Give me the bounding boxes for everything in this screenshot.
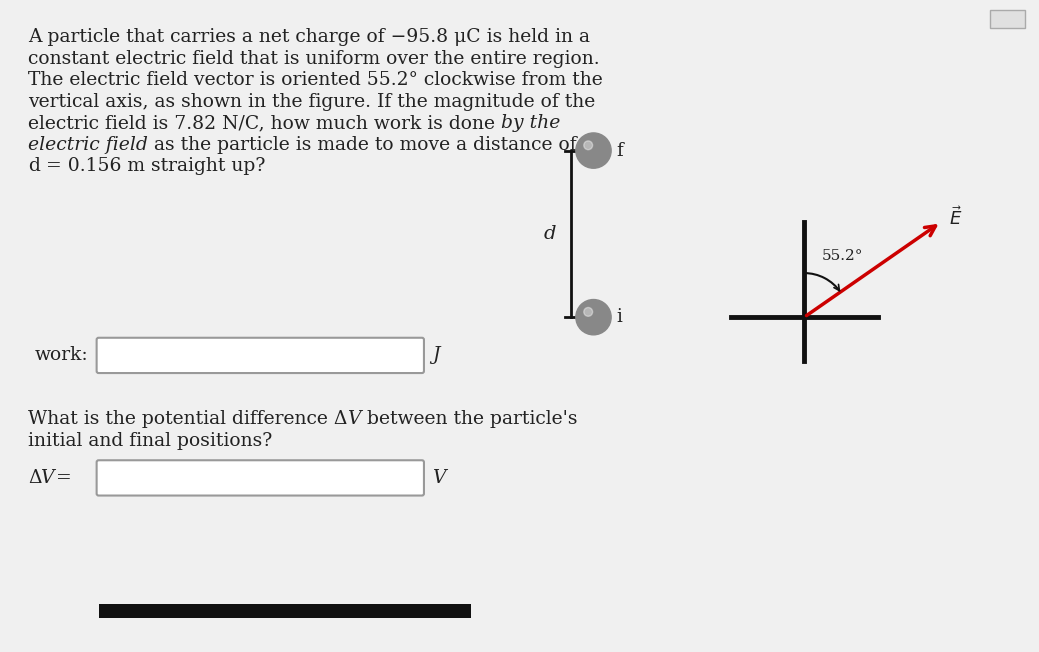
Text: 55.2°: 55.2° xyxy=(822,249,863,263)
FancyBboxPatch shape xyxy=(97,460,424,496)
Circle shape xyxy=(583,140,601,158)
Circle shape xyxy=(584,308,592,316)
Circle shape xyxy=(580,304,605,329)
Circle shape xyxy=(586,143,595,153)
FancyBboxPatch shape xyxy=(97,338,424,373)
Text: d: d xyxy=(543,225,556,243)
Circle shape xyxy=(588,312,593,317)
Circle shape xyxy=(584,308,598,322)
Circle shape xyxy=(586,310,596,320)
Circle shape xyxy=(579,136,607,164)
Circle shape xyxy=(580,136,606,163)
Circle shape xyxy=(584,141,600,156)
Circle shape xyxy=(582,306,602,325)
Circle shape xyxy=(581,304,604,327)
Circle shape xyxy=(585,142,597,155)
Circle shape xyxy=(578,135,608,165)
Circle shape xyxy=(589,313,591,315)
Circle shape xyxy=(579,303,607,331)
FancyBboxPatch shape xyxy=(99,604,471,618)
Text: vertical axis, as shown in the figure. If the magnitude of the: vertical axis, as shown in the figure. I… xyxy=(28,93,595,111)
Circle shape xyxy=(586,310,595,319)
Circle shape xyxy=(589,146,591,148)
Circle shape xyxy=(588,145,593,150)
Circle shape xyxy=(584,141,592,150)
Circle shape xyxy=(584,307,600,323)
Circle shape xyxy=(582,305,603,327)
Circle shape xyxy=(583,306,601,324)
Text: $\vec{E}$: $\vec{E}$ xyxy=(949,206,962,229)
Text: as the particle is made to move a distance of: as the particle is made to move a distan… xyxy=(148,136,577,154)
Text: constant electric field that is uniform over the entire region.: constant electric field that is uniform … xyxy=(28,50,600,68)
Circle shape xyxy=(578,301,609,333)
Circle shape xyxy=(576,133,611,168)
Text: V: V xyxy=(432,469,446,487)
Text: What is the potential difference Δ: What is the potential difference Δ xyxy=(28,410,347,428)
Circle shape xyxy=(581,138,604,161)
Circle shape xyxy=(587,311,594,318)
Text: V: V xyxy=(347,410,361,428)
Circle shape xyxy=(576,133,611,168)
Circle shape xyxy=(588,312,592,316)
Text: A particle that carries a net charge of −95.8 μC is held in a: A particle that carries a net charge of … xyxy=(28,28,590,46)
Circle shape xyxy=(578,302,608,332)
Circle shape xyxy=(585,308,597,321)
Circle shape xyxy=(577,300,610,334)
Text: f: f xyxy=(616,141,622,160)
Text: d: d xyxy=(28,157,39,175)
FancyBboxPatch shape xyxy=(990,10,1024,28)
Text: electric field: electric field xyxy=(28,136,148,154)
Circle shape xyxy=(584,141,598,156)
Circle shape xyxy=(586,143,596,153)
Circle shape xyxy=(576,299,611,335)
Text: J: J xyxy=(432,346,439,364)
Text: by the: by the xyxy=(501,114,560,132)
Text: =: = xyxy=(50,469,72,487)
Text: work:: work: xyxy=(35,346,88,364)
Text: Δ: Δ xyxy=(28,469,42,487)
Text: V: V xyxy=(39,469,53,487)
Text: initial and final positions?: initial and final positions? xyxy=(28,432,272,450)
Text: between the particle's: between the particle's xyxy=(361,410,578,428)
Circle shape xyxy=(578,134,609,166)
Text: i: i xyxy=(616,308,622,326)
Text: electric field is 7.82 N/C, how much work is done: electric field is 7.82 N/C, how much wor… xyxy=(28,114,501,132)
Text: = 0.156 m straight up?: = 0.156 m straight up? xyxy=(39,157,265,175)
Text: The electric field vector is oriented 55.2° clockwise from the: The electric field vector is oriented 55… xyxy=(28,71,603,89)
Circle shape xyxy=(577,134,610,167)
Circle shape xyxy=(588,145,592,149)
Circle shape xyxy=(580,137,605,162)
Circle shape xyxy=(582,140,602,158)
Circle shape xyxy=(587,144,594,151)
Circle shape xyxy=(580,303,606,329)
Circle shape xyxy=(576,299,611,335)
Circle shape xyxy=(582,139,603,160)
